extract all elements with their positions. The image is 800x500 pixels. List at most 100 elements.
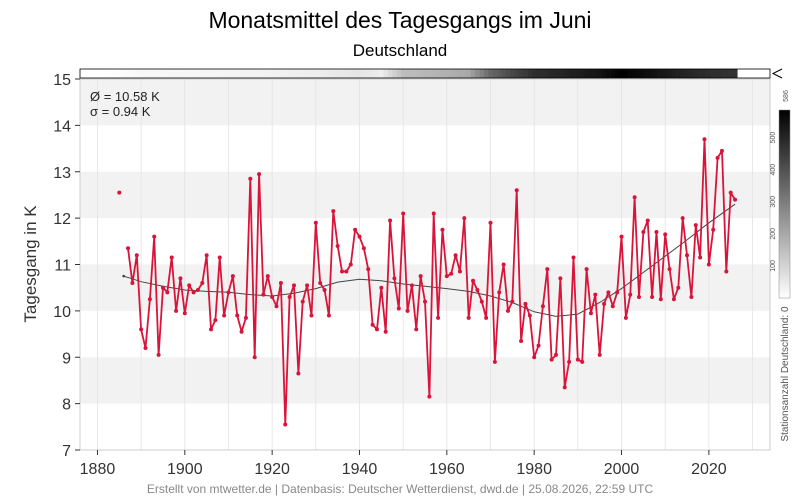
series-point-1992: [584, 267, 589, 272]
series-point-1937: [344, 269, 349, 274]
series-point-1917: [257, 172, 262, 177]
station-cell-1986: [558, 69, 563, 78]
series-point-1965: [466, 315, 471, 320]
series-point-1905: [204, 253, 209, 258]
stats-box: Ø = 10.58 K σ = 0.94 K: [90, 89, 160, 119]
series-point-1933: [326, 313, 331, 318]
station-cell-1958: [435, 69, 441, 78]
x-tick-label-1980: 1980: [516, 461, 552, 478]
station-cell-1991: [580, 69, 585, 78]
station-cell-2005: [641, 69, 646, 78]
station-cell-1977: [518, 69, 524, 78]
station-cell-1882: [104, 69, 109, 78]
station-cell-1993: [588, 69, 594, 78]
station-cell-2009: [658, 69, 664, 78]
station-cell-1885: [117, 69, 122, 78]
station-cell-1919: [265, 69, 271, 78]
series-point-1936: [340, 269, 345, 274]
station-cell-1904: [200, 69, 205, 78]
series-point-1993: [588, 311, 593, 316]
station-count-strip: [95, 69, 738, 78]
station-cell-1932: [322, 69, 328, 78]
station-cell-1886: [121, 69, 127, 78]
series-point-1995: [597, 352, 602, 357]
station-cell-1976: [514, 69, 520, 78]
station-cell-1916: [252, 69, 258, 78]
station-cell-1892: [147, 69, 153, 78]
station-cell-2008: [654, 69, 659, 78]
station-cell-1903: [195, 69, 201, 78]
station-cell-2010: [663, 69, 668, 78]
x-tick-label-2020: 2020: [691, 461, 727, 478]
station-cell-1907: [213, 69, 218, 78]
series-point-1911: [230, 274, 235, 279]
station-cell-1961: [449, 69, 454, 78]
series-point-1951: [405, 308, 410, 313]
series-point-1925: [291, 283, 296, 288]
station-cell-1974: [505, 69, 511, 78]
trend-start-point: [122, 274, 125, 278]
series-point-1895: [160, 285, 165, 290]
series-point-1950: [401, 211, 406, 216]
station-cell-1998: [610, 69, 616, 78]
series-point-1967: [475, 288, 480, 293]
series-point-1988: [567, 359, 572, 364]
series-point-1942: [366, 267, 371, 272]
series-point-1935: [335, 243, 340, 248]
station-cell-1935: [335, 69, 341, 78]
series-point-2009: [658, 297, 663, 302]
y-tick-label-11: 11: [54, 258, 71, 275]
series-point-1970: [488, 220, 493, 225]
series-point-2023: [719, 148, 724, 153]
station-cell-1969: [483, 69, 489, 78]
series-point-1928: [305, 283, 310, 288]
station-cell-1950: [400, 69, 406, 78]
series-point-2006: [645, 218, 650, 223]
station-cell-1954: [418, 69, 424, 78]
series-point-1909: [222, 313, 227, 318]
station-cell-1898: [173, 69, 179, 78]
station-cell-1971: [492, 69, 498, 78]
series-point-1893: [152, 234, 157, 239]
station-cell-1996: [601, 69, 607, 78]
series-point-1990: [575, 357, 580, 362]
station-cell-2012: [671, 69, 677, 78]
station-cell-1972: [497, 69, 502, 78]
series-point-2003: [632, 195, 637, 200]
series-point-1979: [527, 313, 532, 318]
series-point-1953: [414, 327, 419, 332]
station-cell-1997: [606, 69, 611, 78]
station-cell-1881: [99, 69, 105, 78]
series-point-1976: [514, 188, 519, 193]
series-point-1923: [283, 422, 288, 427]
series-point-1918: [261, 292, 266, 297]
station-cell-2011: [667, 69, 673, 78]
station-cell-2016: [689, 69, 694, 78]
series-point-1973: [501, 262, 506, 267]
series-point-1952: [409, 283, 414, 288]
series-point-1996: [602, 301, 607, 306]
station-cell-1948: [392, 69, 397, 78]
series-point-1991: [580, 359, 585, 364]
station-cell-1888: [130, 69, 135, 78]
series-point-1908: [217, 255, 222, 260]
series-point-1954: [418, 274, 423, 279]
series-point-1982: [540, 304, 545, 309]
station-cell-1900: [182, 69, 188, 78]
series-point-1944: [374, 327, 379, 332]
series-point-1987: [562, 385, 567, 390]
series-point-2024: [724, 269, 729, 274]
station-cell-1973: [501, 69, 507, 78]
vertical-gridlines: [97, 79, 753, 450]
series-point-1896: [165, 290, 170, 295]
series-point-1920: [270, 294, 275, 299]
station-cell-1984: [549, 69, 555, 78]
series-point-1969: [484, 315, 489, 320]
station-cell-1968: [479, 69, 485, 78]
series-point-1959: [440, 227, 445, 232]
station-cell-2015: [684, 69, 690, 78]
x-tick-label-2000: 2000: [604, 461, 640, 478]
y-tick-label-13: 13: [53, 165, 71, 182]
station-cell-2004: [636, 69, 642, 78]
